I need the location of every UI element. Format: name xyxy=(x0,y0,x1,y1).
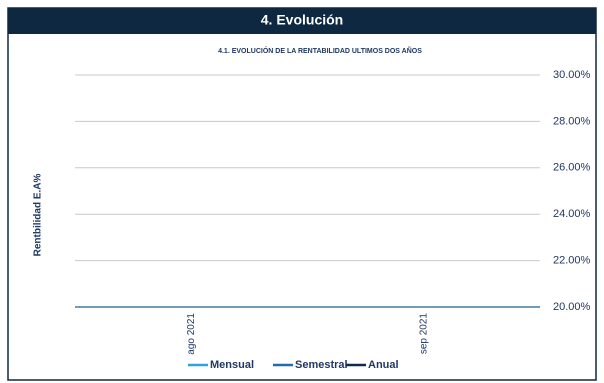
y-tick-label: 22.00% xyxy=(553,255,591,267)
y-axis-label: Rentbilidad E.A% xyxy=(33,174,44,257)
legend-label: Semestral xyxy=(295,359,348,371)
y-tick-label: 24.00% xyxy=(553,208,591,220)
x-tick-label: ago 2021 xyxy=(186,313,197,355)
legend-label: Mensual xyxy=(210,359,254,371)
frame xyxy=(7,7,597,381)
chart-title: 4.1. EVOLUCIÓN DE LA RENTABILIDAD ULTIMO… xyxy=(218,46,422,55)
legend-label: Anual xyxy=(368,359,399,371)
header-bar xyxy=(8,8,596,34)
y-tick-label: 20.00% xyxy=(553,301,591,313)
header-title: 4. Evolución xyxy=(261,12,343,28)
y-tick-label: 30.00% xyxy=(553,69,591,81)
x-tick-label: sep 2021 xyxy=(418,313,429,355)
y-tick-label: 26.00% xyxy=(553,162,591,174)
y-tick-label: 28.00% xyxy=(553,115,591,127)
